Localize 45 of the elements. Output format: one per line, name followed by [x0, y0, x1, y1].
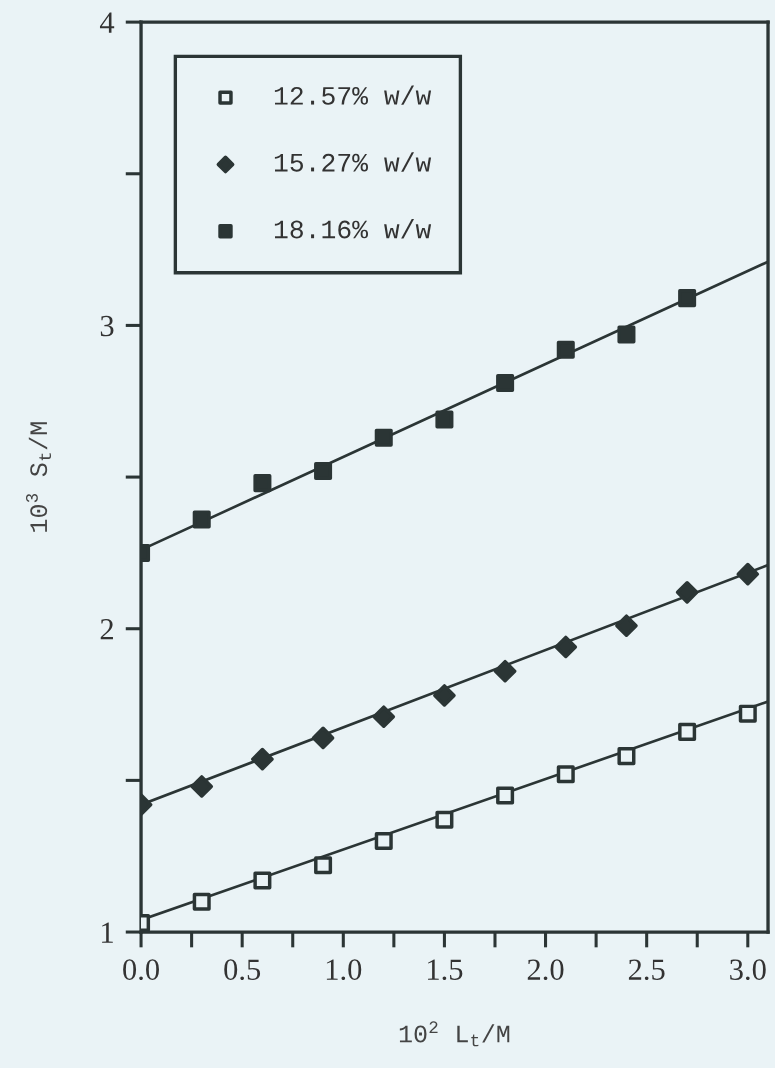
point	[253, 474, 272, 493]
y-axis-title: 10$^{3}$ S$_{t}$/M	[25, 422, 52, 532]
x-tick-label: 1.0	[326, 959, 362, 981]
point	[675, 581, 699, 604]
point	[192, 892, 211, 911]
point	[435, 410, 454, 429]
point	[496, 786, 515, 805]
point	[738, 704, 757, 723]
x-tick-label: 2.0	[527, 959, 564, 981]
point	[251, 747, 274, 771]
point	[190, 775, 214, 798]
point	[314, 856, 333, 875]
point	[314, 461, 333, 481]
point	[433, 684, 456, 707]
legend-label: 12.57% w/w	[274, 85, 432, 105]
x-tick-label: 0.0	[123, 959, 159, 981]
point	[736, 562, 760, 586]
point	[435, 810, 454, 829]
point	[374, 428, 393, 447]
y-tick-label: 1	[102, 922, 113, 943]
legend-label: 18.16% w/w	[274, 219, 432, 239]
x-tick-label: 0.5	[224, 959, 261, 981]
legend-label: 15.27% w/w	[274, 152, 432, 172]
point	[617, 747, 636, 766]
point	[311, 726, 335, 750]
point	[556, 765, 575, 784]
y-tick-label: 2	[100, 619, 113, 640]
point	[253, 871, 272, 890]
point	[678, 722, 697, 741]
point	[374, 832, 393, 851]
point	[556, 340, 575, 359]
y-tick-label: 4	[99, 12, 115, 33]
point	[372, 705, 396, 728]
point	[493, 659, 517, 683]
y-tick-label: 3	[100, 315, 114, 337]
point	[617, 325, 636, 344]
point	[678, 289, 697, 308]
point	[496, 374, 515, 393]
point	[554, 635, 578, 659]
x-tick-label: 3.0	[730, 959, 766, 981]
x-tick-label: 2.5	[628, 959, 665, 981]
x-axis-title: 10$^{2}$ L$_{t}$/M	[399, 1021, 510, 1047]
x-tick-label: 1.5	[428, 959, 463, 981]
point	[615, 614, 638, 638]
point	[192, 510, 211, 529]
